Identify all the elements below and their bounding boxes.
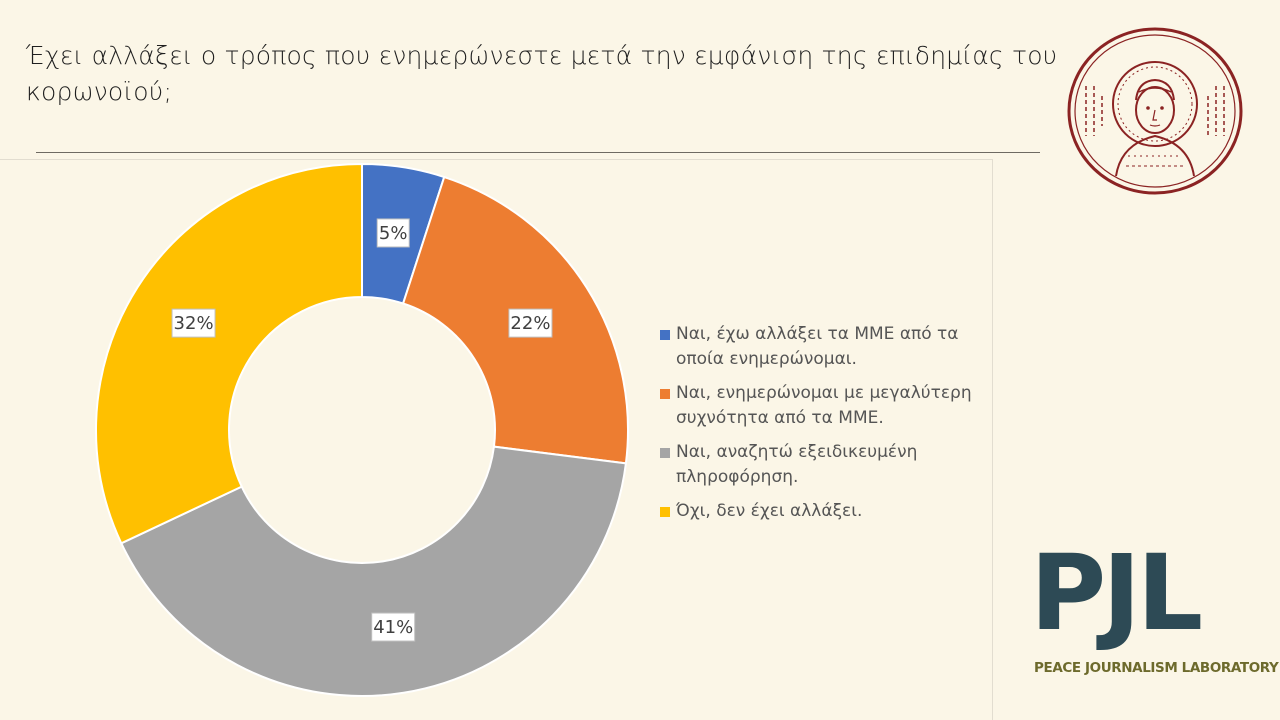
legend-item: Ναι, ενημερώνομαι με μεγαλύτερη συχνότητ…	[660, 381, 990, 431]
legend-label: Ναι, αναζητώ εξειδικευμένη πληροφόρηση.	[676, 442, 918, 487]
data-label-text: 22%	[510, 313, 550, 334]
data-label: 5%	[376, 218, 410, 248]
data-label-text: 32%	[174, 313, 214, 334]
data-label-text: 41%	[373, 617, 413, 638]
pjl-logo-name: PEACE JOURNALISM LABORATORY	[1034, 660, 1279, 676]
data-label: 22%	[508, 308, 553, 338]
data-label-box	[508, 308, 553, 338]
donut-chart: 5% 22% 41% 32%	[95, 162, 629, 697]
chart-area	[0, 159, 993, 720]
donut-slice	[119, 445, 628, 697]
legend-swatch	[660, 389, 670, 399]
data-label-box	[376, 218, 410, 248]
pjl-logo-letters: PJL	[1030, 532, 1203, 654]
legend-swatch	[660, 507, 670, 517]
legend-item: Όχι, δεν έχει αλλάξει.	[660, 499, 990, 524]
legend-swatch	[660, 448, 670, 458]
legend-label: Όχι, δεν έχει αλλάξει.	[676, 501, 863, 521]
chart-legend: Ναι, έχω αλλάξει τα ΜΜΕ από τα οποία ενη…	[660, 322, 990, 533]
legend-label: Ναι, έχω αλλάξει τα ΜΜΕ από τα οποία ενη…	[676, 324, 959, 369]
data-label-box	[171, 308, 216, 338]
legend-item: Ναι, έχω αλλάξει τα ΜΜΕ από τα οποία ενη…	[660, 322, 990, 372]
data-label: 32%	[171, 308, 216, 338]
slide-title: Έχει αλλάξει ο τρόπος που ενημερώνεστε μ…	[26, 41, 1058, 106]
data-label-box	[371, 612, 416, 642]
legend-item: Ναι, αναζητώ εξειδικευμένη πληροφόρηση.	[660, 440, 990, 490]
data-label-text: 5%	[379, 223, 408, 244]
legend-label: Ναι, ενημερώνομαι με μεγαλύτερη συχνότητ…	[676, 383, 972, 428]
legend-swatch	[660, 330, 670, 340]
title-divider	[36, 152, 1040, 153]
aristotle-university-seal-icon	[1067, 27, 1243, 195]
donut-slice	[95, 162, 363, 545]
data-label: 41%	[371, 612, 416, 642]
